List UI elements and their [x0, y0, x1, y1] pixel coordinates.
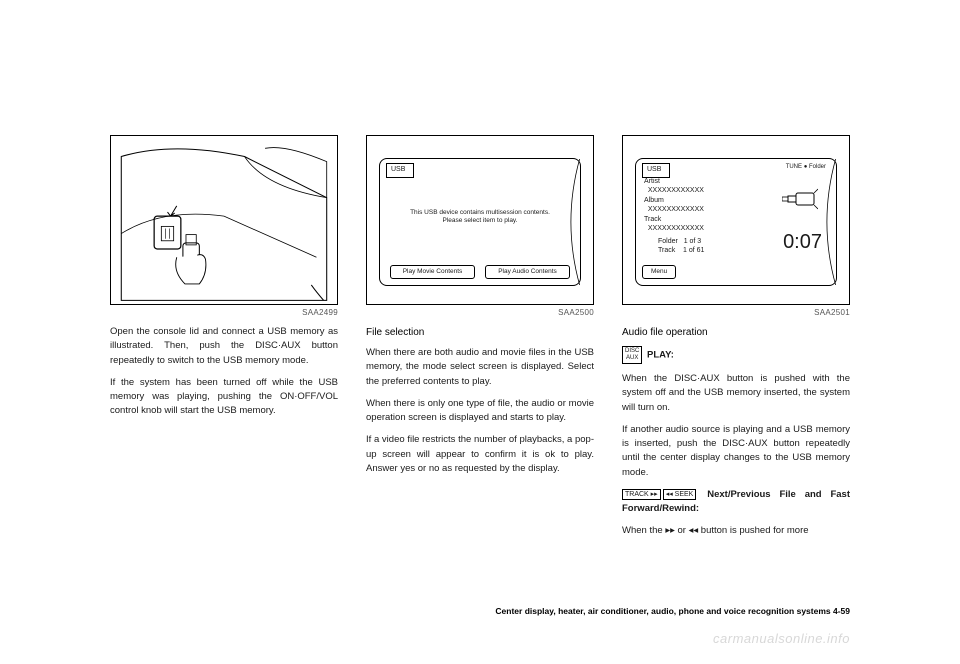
screen3-title: USB [642, 163, 670, 178]
rw-symbol: ◂◂ [689, 525, 701, 536]
play-movie-button[interactable]: Play Movie Contents [390, 265, 475, 279]
figure-3-label: SAA2501 [622, 307, 850, 319]
track2-lbl: Track [658, 247, 675, 254]
folder-track-counts: Folder 1 of 3 Track 1 of 61 [658, 237, 704, 256]
menu-button[interactable]: Menu [642, 265, 676, 279]
ff-symbol: ▸▸ [665, 525, 677, 536]
track-rew-icon: ◂◂ SEEK [663, 489, 697, 500]
track-fwd-icon: TRACK ▸▸ [622, 489, 661, 500]
folder-val: 1 of 3 [684, 238, 702, 245]
artist-val: XXXXXXXXXXXX [648, 187, 704, 194]
track-val: XXXXXXXXXXXX [648, 225, 704, 232]
page-footer: Center display, heater, air conditioner,… [495, 606, 850, 616]
col2-p2: When there is only one type of file, the… [366, 397, 594, 426]
column-1: SAA2499 Open the console lid and connect… [110, 135, 338, 547]
col2-heading: File selection [366, 325, 594, 340]
screen2-msg: This USB device contains multisession co… [380, 209, 580, 226]
col1-p1: Open the console lid and connect a USB m… [110, 325, 338, 368]
screen2-msg2: Please select item to play. [380, 217, 580, 225]
manual-page: SAA2499 Open the console lid and connect… [0, 0, 960, 664]
screen-audio-op: USB TUNE ● Folder Artist XXXXXXXXXXXX Al… [635, 158, 837, 286]
p3c: button is pushed for more [701, 525, 809, 536]
screen2-buttons: Play Movie Contents Play Audio Contents [390, 265, 570, 279]
column-3: USB TUNE ● Folder Artist XXXXXXXXXXXX Al… [622, 135, 850, 547]
album-lbl: Album [644, 197, 664, 204]
col2-p1: When there are both audio and movie file… [366, 346, 594, 389]
col3-heading: Audio file operation [622, 325, 850, 340]
col3-p2: If another audio source is playing and a… [622, 423, 850, 480]
col2-p3: If a video file restricts the number of … [366, 433, 594, 476]
figure-1 [110, 135, 338, 305]
screen2-curve [556, 159, 580, 285]
figure-2-label: SAA2500 [366, 307, 594, 319]
artist-label: Artist XXXXXXXXXXXX Album XXXXXXXXXXXX T… [644, 177, 704, 234]
folder-lbl: Folder [658, 238, 678, 245]
screen3-curve [812, 159, 836, 285]
screen-file-select: USB This USB device contains multisessio… [379, 158, 581, 286]
col1-p2: If the system has been turned off while … [110, 376, 338, 419]
figure-3: USB TUNE ● Folder Artist XXXXXXXXXXXX Al… [622, 135, 850, 305]
p3a: When the [622, 525, 665, 536]
artist-lbl: Artist [644, 178, 660, 185]
screen2-msg1: This USB device contains multisession co… [380, 209, 580, 217]
track2-val: 1 of 61 [683, 247, 704, 254]
columns: SAA2499 Open the console lid and connect… [110, 135, 850, 547]
play-label: PLAY: [647, 350, 674, 361]
col3-p3: When the ▸▸ or ◂◂ button is pushed for m… [622, 524, 850, 538]
watermark: carmanualsonline.info [713, 631, 850, 646]
disc-aux-icon: DISC AUX [622, 346, 642, 364]
play-line: DISC AUX PLAY: [622, 346, 850, 364]
track-lbl: Track [644, 216, 661, 223]
nextprev-line: TRACK ▸▸◂◂ SEEK Next/Previous File and F… [622, 488, 850, 517]
figure-2: USB This USB device contains multisessio… [366, 135, 594, 305]
column-2: USB This USB device contains multisessio… [366, 135, 594, 547]
screen2-title: USB [386, 163, 414, 178]
console-usb-sketch [111, 136, 337, 311]
p3b: or [678, 525, 689, 536]
album-val: XXXXXXXXXXXX [648, 206, 704, 213]
col3-p1: When the DISC·AUX button is pushed with … [622, 372, 850, 415]
